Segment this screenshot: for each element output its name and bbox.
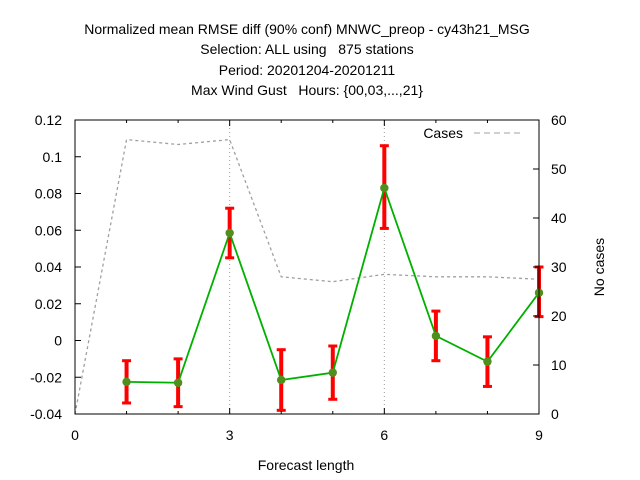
y-tick-label: 0.12 — [35, 112, 62, 128]
data-point — [277, 375, 286, 385]
title-line-4: Max Wind Gust Hours: {00,03,...,21} — [191, 82, 423, 98]
y2-tick-label: 0 — [551, 406, 559, 422]
cases-series — [74, 138, 540, 415]
plot-frame — [74, 119, 540, 415]
y2-tick-label: 30 — [551, 259, 567, 275]
chart-title: Normalized mean RMSE diff (90% conf) MNW… — [84, 21, 530, 98]
y2-tick-label: 10 — [551, 357, 567, 373]
rmse-diff-series — [122, 144, 544, 412]
legend: Cases — [423, 125, 522, 141]
title-line-3: Period: 20201204-20201211 — [219, 62, 396, 78]
x-tick-label: 9 — [535, 427, 543, 443]
y-tick-label: 0.04 — [35, 259, 62, 275]
data-point — [431, 331, 441, 341]
y-tick-label: 0.1 — [43, 149, 63, 165]
y-tick-label: 0.02 — [35, 296, 62, 312]
title-line-2: Selection: ALL using 875 stations — [200, 41, 414, 57]
grid — [229, 120, 385, 414]
y-tick-label: 0.06 — [35, 222, 62, 238]
y2-tick-label: 40 — [551, 210, 567, 226]
cases-line — [74, 138, 540, 415]
data-point — [173, 378, 183, 387]
data-point — [225, 228, 234, 238]
y-tick-label: -0.04 — [30, 406, 62, 422]
y-tick-label: 0 — [54, 333, 62, 349]
x-tick-label: 3 — [226, 427, 234, 443]
axis-ticks: 0 3 6 9 -0.04 -0.02 0 0.02 0.04 0.06 0.08 0.1 0.12 0 1… — [30, 112, 567, 443]
data-point — [122, 377, 131, 387]
x-tick-label: 0 — [71, 427, 79, 443]
y2-tick-label: 50 — [551, 161, 567, 177]
legend-label-cases: Cases — [423, 125, 463, 141]
x-axis-label: Forecast length — [258, 457, 355, 473]
y-tick-label: -0.02 — [30, 369, 62, 385]
y-tick-label: 0.08 — [35, 186, 62, 202]
y2-axis-label: No cases — [591, 238, 607, 296]
data-point — [380, 183, 389, 193]
title-line-1: Normalized mean RMSE diff (90% conf) MNW… — [84, 21, 530, 37]
y2-tick-label: 20 — [551, 308, 567, 324]
data-point — [483, 357, 492, 366]
x-tick-label: 6 — [380, 427, 388, 443]
y2-tick-label: 60 — [551, 112, 567, 128]
data-point — [328, 368, 337, 377]
